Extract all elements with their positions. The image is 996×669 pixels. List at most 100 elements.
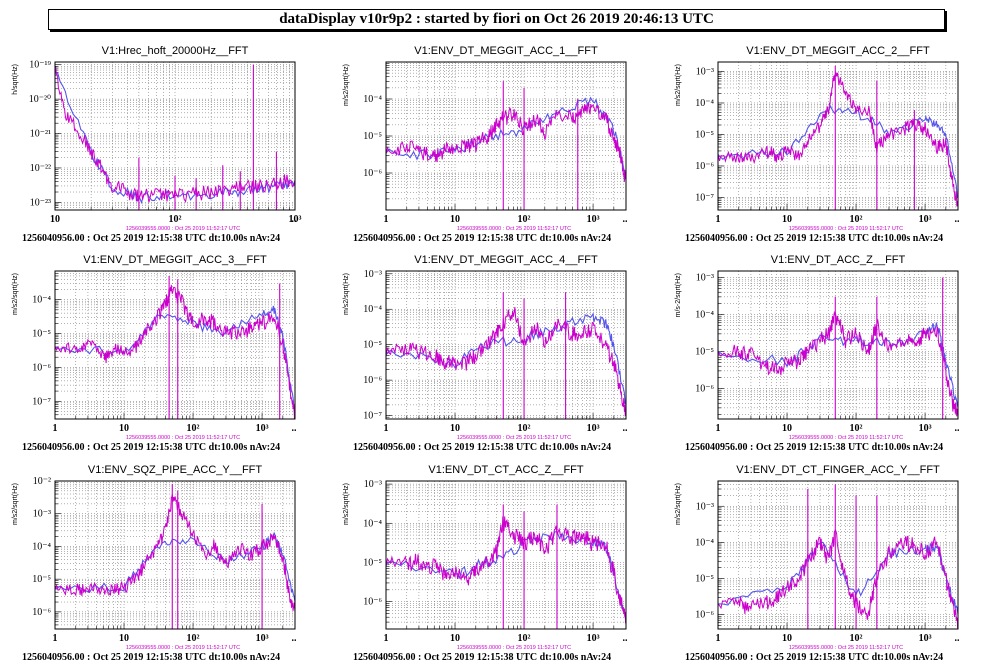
y-tick-label: 10⁻⁵ xyxy=(695,347,714,358)
y-axis-label: m/s2/sqrt(Hz) xyxy=(675,64,682,106)
x-tick-label: 10² xyxy=(850,214,863,225)
spectrum-current-trace xyxy=(386,102,626,182)
x-tick-label: 1 xyxy=(53,423,58,434)
spectrum-current-trace xyxy=(55,494,295,612)
x-tick-label: 10³ xyxy=(587,633,600,644)
panel-footer: 1256040956.00 : Oct 25 2019 12:15:38 UTC… xyxy=(22,652,280,663)
panel-title: V1:ENV_DT_ACC_Z__FFT xyxy=(771,254,906,266)
y-tick-label: 10⁻⁴ xyxy=(363,94,382,105)
y-tick-label: 10⁻⁴ xyxy=(32,295,51,306)
x-tick-label: .. xyxy=(955,214,961,225)
plot-frame xyxy=(54,480,296,630)
y-tick-label: 10⁻⁶ xyxy=(32,607,51,618)
spectrum-current-trace xyxy=(386,516,626,624)
y-tick-label: 10⁻²³ xyxy=(30,197,51,208)
reference-timestamp: 1256039555.0000 : Oct 25 2019 11:52:17 U… xyxy=(789,645,903,651)
page-title: dataDisplay v10r9p2 : started by fiori o… xyxy=(48,9,945,30)
reference-timestamp: 1256039555.0000 : Oct 25 2019 11:52:17 U… xyxy=(457,435,571,441)
y-tick-label: 10⁻³ xyxy=(364,479,382,490)
spectrum-reference-trace xyxy=(55,72,295,205)
y-axis-label: h/sqrt(Hz) xyxy=(12,64,19,95)
x-tick-label: 1 xyxy=(384,214,389,225)
fft-panel: V1:ENV_DT_MEGGIT_ACC_3__FFT m/s2/sqrt(Hz)… xyxy=(12,254,297,453)
panel-title: V1:ENV_DT_MEGGIT_ACC_2__FFT xyxy=(746,45,930,57)
plot-frame xyxy=(717,480,959,630)
spectrum-current-trace xyxy=(718,528,958,629)
x-tick-label: 10² xyxy=(518,423,531,434)
spectrum-current-trace xyxy=(386,307,626,417)
x-tick-label: 10³ xyxy=(289,214,302,225)
y-tick-label: 10⁻⁵ xyxy=(32,329,51,340)
panel-footer: 1256040956.00 : Oct 25 2019 12:15:38 UTC… xyxy=(353,233,611,244)
panel-footer: 1256040956.00 : Oct 25 2019 12:15:38 UTC… xyxy=(685,233,943,244)
y-tick-label: 10⁻²⁰ xyxy=(29,94,51,105)
y-tick-label: 10⁻²¹ xyxy=(30,129,51,140)
x-tick-label: 1 xyxy=(716,633,721,644)
y-tick-label: 10⁻⁷ xyxy=(32,396,51,407)
x-tick-label: 10³ xyxy=(587,214,600,225)
spectrum-current-trace xyxy=(718,72,958,207)
panel-title: V1:Hrec_hoft_20000Hz__FFT xyxy=(102,45,249,57)
panel-footer: 1256040956.00 : Oct 25 2019 12:15:38 UTC… xyxy=(685,652,943,663)
plot-frame xyxy=(717,270,959,420)
plot-frame xyxy=(717,61,959,211)
y-tick-label: 10⁻⁵ xyxy=(363,340,382,351)
reference-timestamp: 1256039555.0000 : Oct 25 2019 11:52:17 U… xyxy=(126,645,240,651)
panel-footer: 1256040956.00 : Oct 25 2019 12:15:38 UTC… xyxy=(22,233,280,244)
reference-timestamp: 1256039555.0000 : Oct 25 2019 11:52:17 U… xyxy=(789,435,903,441)
x-tick-label: .. xyxy=(623,214,629,225)
x-tick-label: 10³ xyxy=(919,633,932,644)
x-tick-label: .. xyxy=(623,633,629,644)
y-tick-label: 10⁻⁴ xyxy=(695,98,714,109)
plot-frame xyxy=(385,480,627,630)
y-tick-label: 10⁻³ xyxy=(696,501,714,512)
x-tick-label: 10 xyxy=(450,214,460,225)
x-tick-label: 1 xyxy=(716,423,721,434)
y-tick-label: 10⁻⁵ xyxy=(695,573,714,584)
x-tick-label: 1 xyxy=(716,214,721,225)
reference-timestamp: 1256039555.0000 : Oct 25 2019 11:52:17 U… xyxy=(457,226,571,232)
y-tick-label: 10⁻⁴ xyxy=(363,304,382,315)
y-axis-label: m/s2/sqrt(Hz) xyxy=(12,483,19,525)
spectrum-current-trace xyxy=(55,66,295,203)
x-tick-label: .. xyxy=(292,633,298,644)
x-tick-label: 10 xyxy=(450,633,460,644)
x-tick-label: .. xyxy=(955,633,961,644)
x-tick-label: 10³ xyxy=(919,423,932,434)
x-tick-label: 1 xyxy=(384,423,389,434)
x-tick-label: 10 xyxy=(119,423,129,434)
y-tick-label: 10⁻³ xyxy=(33,509,51,520)
reference-timestamp: 1256039555.0000 : Oct 25 2019 11:52:17 U… xyxy=(457,645,571,651)
x-tick-label: 1 xyxy=(384,633,389,644)
y-axis-label: m/s2/sqrt(Hz) xyxy=(343,64,350,106)
reference-timestamp: 1256039555.0000 : Oct 25 2019 11:52:17 U… xyxy=(126,435,240,441)
y-tick-label: 10⁻⁴ xyxy=(363,518,382,529)
x-tick-label: 10² xyxy=(518,214,531,225)
fft-panel: V1:Hrec_hoft_20000Hz__FFT h/sqrt(Hz) 10 10²… xyxy=(12,45,302,244)
x-tick-label: 10 xyxy=(782,423,792,434)
y-axis-label: m/s2/sqrt(Hz) xyxy=(343,273,350,315)
y-tick-label: 10⁻² xyxy=(33,476,51,487)
y-tick-label: 10⁻⁶ xyxy=(363,168,382,179)
x-tick-label: 10 xyxy=(50,214,60,225)
x-tick-label: .. xyxy=(955,423,961,434)
panel-footer: 1256040956.00 : Oct 25 2019 12:15:38 UTC… xyxy=(353,442,611,453)
panel-title: V1:ENV_DT_CT_FINGER_ACC_Y__FFT xyxy=(736,464,940,476)
y-tick-label: 10⁻⁷ xyxy=(695,192,714,203)
panel-footer: 1256040956.00 : Oct 25 2019 12:15:38 UTC… xyxy=(22,442,280,453)
fft-panel: V1:ENV_DT_MEGGIT_ACC_1__FFT m/s2/sqrt(Hz)… xyxy=(343,45,628,244)
y-tick-label: 10⁻³ xyxy=(364,269,382,280)
x-tick-label: 10² xyxy=(850,423,863,434)
y-axis-label: m/s2/sqrt(Hz) xyxy=(675,483,682,525)
y-tick-label: 10⁻⁶ xyxy=(32,362,51,373)
y-tick-label: 10⁻⁵ xyxy=(695,129,714,140)
x-tick-label: 10 xyxy=(450,423,460,434)
y-tick-label: 10⁻⁴ xyxy=(695,537,714,548)
y-tick-label: 10⁻⁴ xyxy=(32,541,51,552)
x-tick-label: .. xyxy=(292,423,298,434)
y-tick-label: 10⁻¹⁹ xyxy=(29,60,51,71)
panel-footer: 1256040956.00 : Oct 25 2019 12:15:38 UTC… xyxy=(353,652,611,663)
fft-panel: V1:ENV_DT_MEGGIT_ACC_2__FFT m/s2/sqrt(Hz)… xyxy=(675,45,960,244)
fft-panel: V1:ENV_DT_MEGGIT_ACC_4__FFT m/s2/sqrt(Hz)… xyxy=(343,254,628,453)
